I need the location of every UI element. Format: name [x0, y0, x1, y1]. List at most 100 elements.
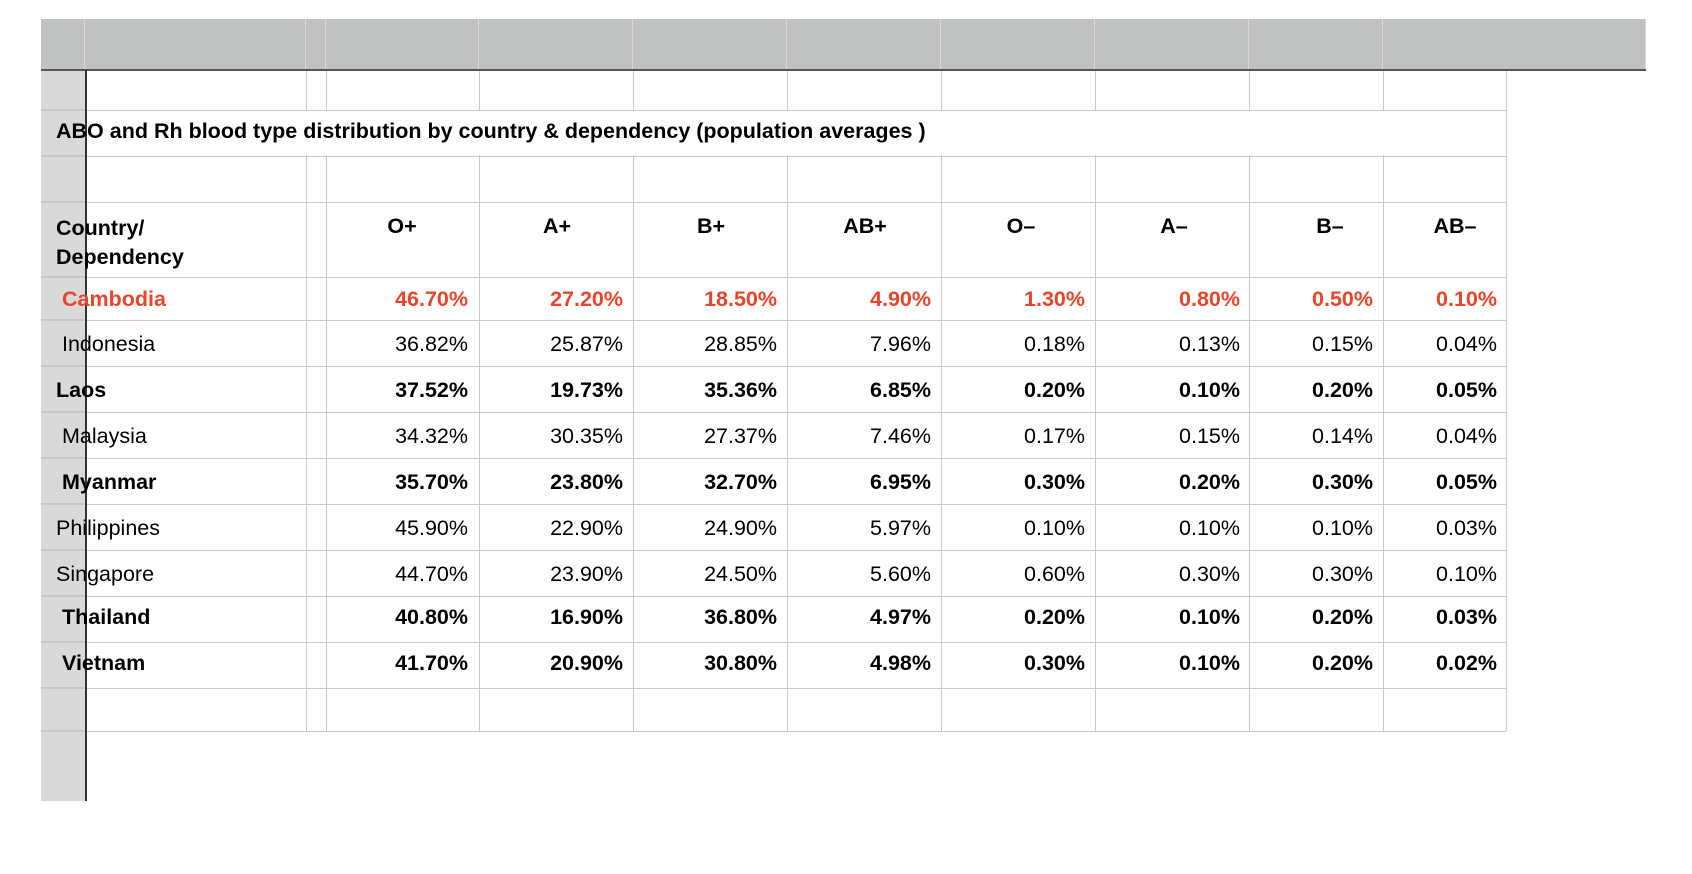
row-header-cell[interactable] [41, 110, 85, 156]
value-cell[interactable]: 28.85% [704, 332, 777, 356]
value-cell[interactable]: 0.30% [1312, 562, 1373, 586]
country-cell[interactable]: Vietnam [62, 651, 146, 675]
value-cell[interactable]: 24.90% [704, 516, 777, 540]
value-cell[interactable]: 35.36% [704, 378, 777, 402]
value-cell[interactable]: 0.02% [1436, 651, 1497, 675]
row-header-cell[interactable] [41, 320, 85, 366]
column-header-e[interactable] [633, 19, 787, 70]
value-cell[interactable]: 0.30% [1312, 470, 1373, 494]
country-cell[interactable]: Laos [56, 378, 107, 402]
value-cell[interactable]: 19.73% [550, 378, 623, 402]
value-cell[interactable]: 16.90% [550, 605, 623, 629]
value-cell[interactable]: 0.20% [1312, 651, 1373, 675]
blood-type-header-0[interactable]: O+ [387, 214, 417, 238]
value-cell[interactable]: 27.37% [704, 424, 777, 448]
blood-type-header-6[interactable]: B– [1316, 214, 1344, 238]
value-cell[interactable]: 0.18% [1024, 332, 1085, 356]
value-cell[interactable]: 0.20% [1024, 378, 1085, 402]
value-cell[interactable]: 0.10% [1179, 378, 1240, 402]
country-cell[interactable]: Singapore [56, 562, 155, 586]
value-cell[interactable]: 0.30% [1024, 651, 1085, 675]
value-cell[interactable]: 0.10% [1024, 516, 1085, 540]
value-cell[interactable]: 0.10% [1179, 651, 1240, 675]
row-header-cell[interactable] [41, 642, 85, 688]
country-column-header[interactable]: Country/ Dependency [56, 214, 184, 272]
value-cell[interactable]: 1.30% [1024, 287, 1085, 311]
value-cell[interactable]: 0.20% [1312, 378, 1373, 402]
value-cell[interactable]: 0.10% [1179, 605, 1240, 629]
value-cell[interactable]: 0.03% [1436, 516, 1497, 540]
column-header-j[interactable] [1383, 19, 1646, 70]
value-cell[interactable]: 0.30% [1024, 470, 1085, 494]
value-cell[interactable]: 0.04% [1436, 332, 1497, 356]
blood-type-header-1[interactable]: A+ [542, 214, 572, 238]
value-cell[interactable]: 30.35% [550, 424, 623, 448]
value-cell[interactable]: 30.80% [704, 651, 777, 675]
value-cell[interactable]: 0.14% [1312, 424, 1373, 448]
row-header-cell[interactable] [41, 70, 85, 110]
value-cell[interactable]: 41.70% [395, 651, 468, 675]
table-title[interactable]: ABO and Rh blood type distribution by co… [56, 119, 926, 143]
column-header-f[interactable] [787, 19, 941, 70]
value-cell[interactable]: 4.97% [870, 605, 931, 629]
value-cell[interactable]: 0.60% [1024, 562, 1085, 586]
value-cell[interactable]: 23.90% [550, 562, 623, 586]
value-cell[interactable]: 0.20% [1312, 605, 1373, 629]
value-cell[interactable]: 0.03% [1436, 605, 1497, 629]
value-cell[interactable]: 0.04% [1436, 424, 1497, 448]
value-cell[interactable]: 7.96% [870, 332, 931, 356]
value-cell[interactable]: 6.95% [870, 470, 931, 494]
value-cell[interactable]: 24.50% [704, 562, 777, 586]
value-cell[interactable]: 0.10% [1436, 562, 1497, 586]
value-cell[interactable]: 36.82% [395, 332, 468, 356]
column-header-g[interactable] [941, 19, 1095, 70]
blood-type-header-4[interactable]: O– [1006, 214, 1036, 238]
country-cell[interactable]: Malaysia [62, 424, 147, 448]
value-cell[interactable]: 0.10% [1436, 287, 1497, 311]
column-header-d[interactable] [479, 19, 633, 70]
value-cell[interactable]: 44.70% [395, 562, 468, 586]
country-cell[interactable]: Cambodia [62, 287, 166, 311]
value-cell[interactable]: 0.15% [1179, 424, 1240, 448]
value-cell[interactable]: 23.80% [550, 470, 623, 494]
value-cell[interactable]: 4.90% [870, 287, 931, 311]
value-cell[interactable]: 37.52% [395, 378, 468, 402]
value-cell[interactable]: 0.17% [1024, 424, 1085, 448]
value-cell[interactable]: 40.80% [395, 605, 468, 629]
value-cell[interactable]: 22.90% [550, 516, 623, 540]
value-cell[interactable]: 0.30% [1179, 562, 1240, 586]
row-header-cell[interactable] [41, 458, 85, 504]
column-header-b[interactable] [306, 19, 326, 70]
value-cell[interactable]: 0.05% [1436, 378, 1497, 402]
row-header-cell[interactable] [41, 688, 85, 731]
value-cell[interactable]: 0.05% [1436, 470, 1497, 494]
row-header-cell[interactable] [41, 202, 85, 277]
value-cell[interactable]: 7.46% [870, 424, 931, 448]
row-header-cell[interactable] [41, 366, 85, 412]
value-cell[interactable]: 0.80% [1179, 287, 1240, 311]
value-cell[interactable]: 46.70% [395, 287, 468, 311]
row-header-cell[interactable] [41, 412, 85, 458]
value-cell[interactable]: 32.70% [704, 470, 777, 494]
value-cell[interactable]: 45.90% [395, 516, 468, 540]
value-cell[interactable]: 0.13% [1179, 332, 1240, 356]
value-cell[interactable]: 5.97% [870, 516, 931, 540]
country-cell[interactable]: Indonesia [62, 332, 156, 356]
row-header-cell[interactable] [41, 596, 85, 642]
value-cell[interactable]: 27.20% [550, 287, 623, 311]
column-header-c[interactable] [326, 19, 479, 70]
blood-type-header-3[interactable]: AB+ [843, 214, 887, 238]
country-cell[interactable]: Thailand [62, 605, 151, 629]
value-cell[interactable]: 35.70% [395, 470, 468, 494]
value-cell[interactable]: 0.20% [1024, 605, 1085, 629]
value-cell[interactable]: 0.20% [1179, 470, 1240, 494]
value-cell[interactable]: 4.98% [870, 651, 931, 675]
column-header-i[interactable] [1249, 19, 1383, 70]
value-cell[interactable]: 20.90% [550, 651, 623, 675]
value-cell[interactable]: 18.50% [704, 287, 777, 311]
value-cell[interactable]: 0.10% [1179, 516, 1240, 540]
country-cell[interactable]: Myanmar [62, 470, 157, 494]
row-header-cell[interactable] [41, 550, 85, 596]
value-cell[interactable]: 34.32% [395, 424, 468, 448]
value-cell[interactable]: 0.15% [1312, 332, 1373, 356]
